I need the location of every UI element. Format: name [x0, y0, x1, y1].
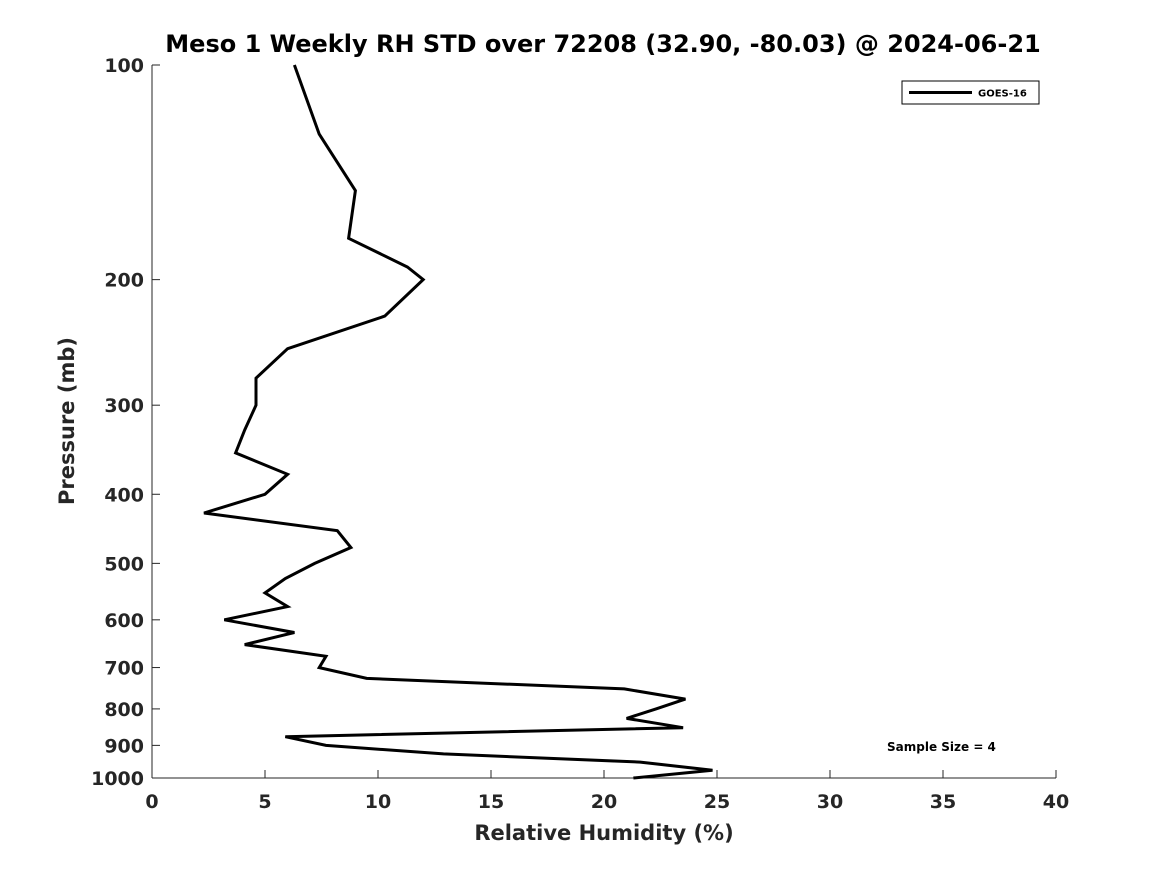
x-tick-label: 30 — [817, 791, 843, 813]
y-tick-label: 400 — [104, 484, 144, 506]
y-tick-label: 200 — [104, 270, 144, 292]
legend-series-label: GOES-16 — [978, 89, 1027, 100]
sample-size-annotation: Sample Size = 4 — [887, 740, 996, 754]
y-tick-label: 500 — [104, 553, 144, 575]
y-tick-label: 700 — [104, 658, 144, 680]
y-tick-label: 300 — [104, 395, 144, 417]
x-tick-label: 40 — [1043, 791, 1069, 813]
x-tick-label: 25 — [704, 791, 730, 813]
y-tick-label: 800 — [104, 699, 144, 721]
y-tick-label: 1000 — [91, 768, 144, 790]
x-tick-label: 5 — [258, 791, 271, 813]
x-tick-label: 15 — [478, 791, 504, 813]
y-tick-label: 600 — [104, 610, 144, 632]
y-tick-label: 100 — [104, 55, 144, 77]
legend: GOES-16 — [901, 80, 1040, 105]
x-tick-label: 0 — [145, 791, 158, 813]
x-tick-label: 35 — [930, 791, 956, 813]
y-tick-label: 900 — [104, 735, 144, 757]
y-axis-label: Pressure (mb) — [55, 337, 79, 505]
x-axis-label: Relative Humidity (%) — [474, 821, 733, 845]
chart-title: Meso 1 Weekly RH STD over 72208 (32.90, … — [165, 30, 1040, 58]
series-line-goes-16 — [203, 64, 713, 780]
x-tick-label: 10 — [365, 791, 391, 813]
plot-area: 0 5 10 15 20 25 30 35 40 100 200 300 400 500 600 700 800… — [91, 55, 1069, 813]
x-tick-label: 20 — [591, 791, 617, 813]
